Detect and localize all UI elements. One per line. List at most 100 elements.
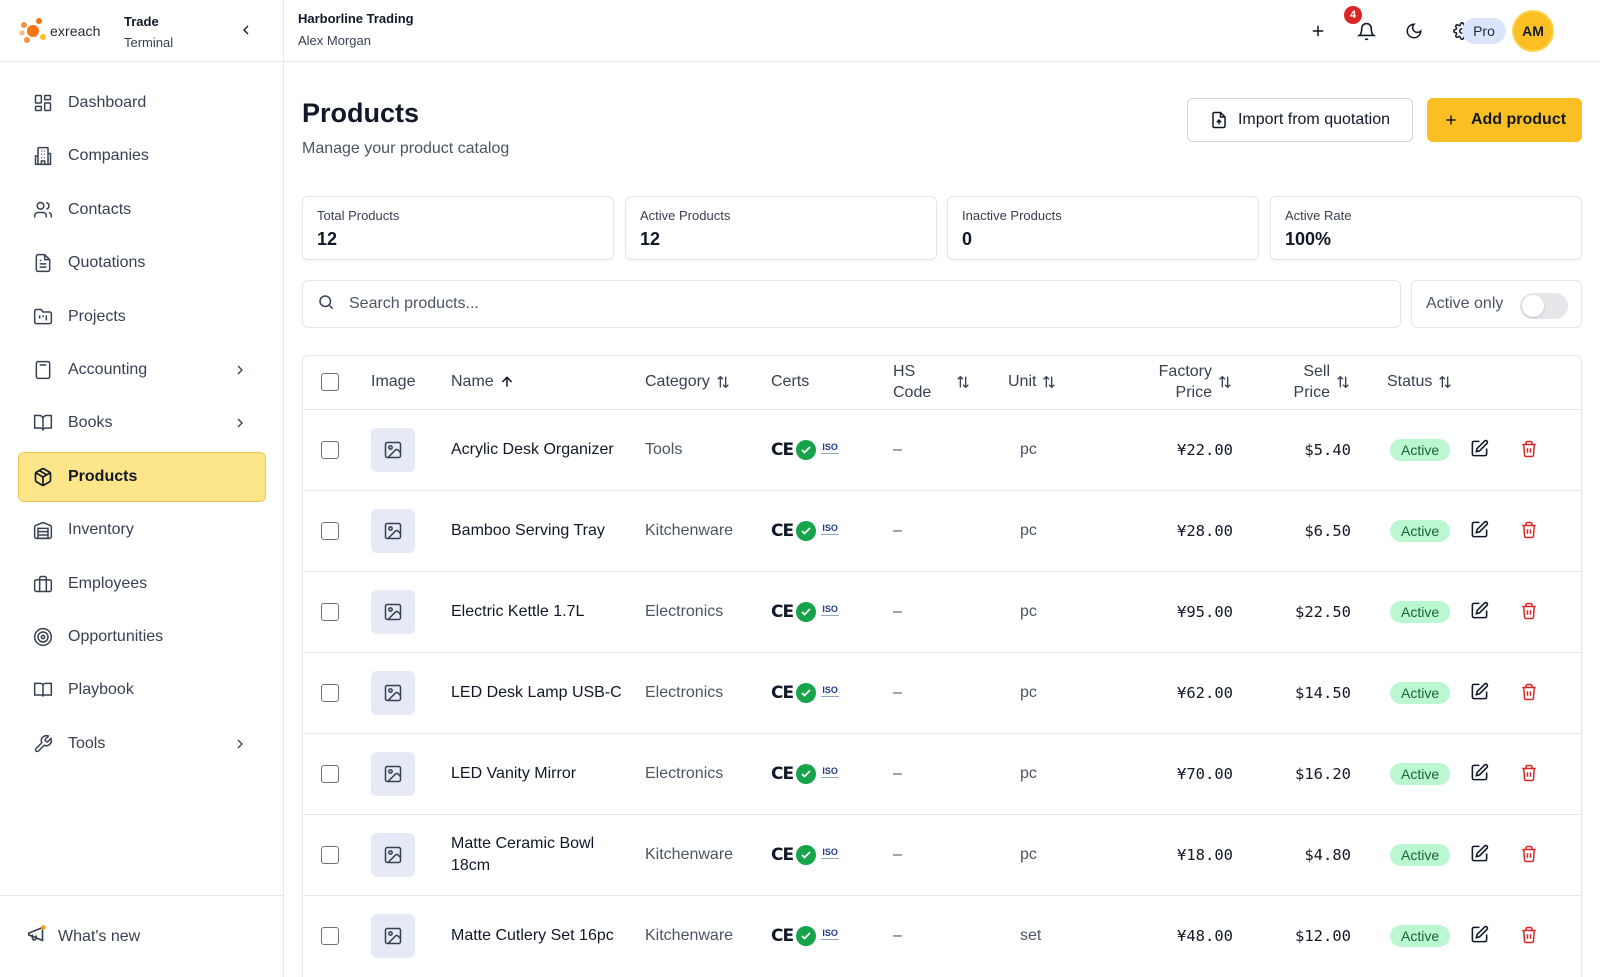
- brand-subtitle: Terminal: [124, 35, 174, 50]
- column-header-certs: Certs: [771, 373, 810, 391]
- sidebar-item-inventory[interactable]: Inventory: [18, 505, 266, 555]
- sidebar-item-dashboard[interactable]: Dashboard: [18, 78, 266, 128]
- edit-button[interactable]: [1467, 517, 1491, 541]
- product-hs-code: –: [893, 845, 902, 863]
- sort-icon: [955, 374, 971, 390]
- sidebar-item-projects[interactable]: Projects: [18, 292, 266, 342]
- edit-button[interactable]: [1467, 760, 1491, 784]
- sidebar-item-contacts[interactable]: Contacts: [18, 185, 266, 235]
- sidebar-item-quotations[interactable]: Quotations: [18, 238, 266, 288]
- delete-button[interactable]: [1517, 599, 1541, 623]
- sidebar-item-opportunities[interactable]: Opportunities: [18, 612, 266, 662]
- stat-card-active-rate: Active Rate 100%: [1270, 196, 1582, 260]
- row-checkbox[interactable]: [321, 440, 339, 459]
- search-input[interactable]: [349, 295, 1349, 313]
- edit-button[interactable]: [1467, 841, 1491, 865]
- row-checkbox[interactable]: [321, 521, 339, 540]
- sidebar-item-products[interactable]: Products: [18, 451, 266, 502]
- row-checkbox[interactable]: [321, 926, 339, 945]
- ce-mark: CE: [771, 844, 794, 865]
- certified-check-icon: [796, 844, 817, 865]
- column-header-status[interactable]: Status: [1351, 373, 1467, 391]
- image-icon: [384, 441, 402, 458]
- company-name: Harborline Trading: [298, 11, 414, 26]
- collapse-sidebar-button[interactable]: [236, 20, 256, 40]
- stat-label: Active Products: [640, 208, 731, 223]
- edit-button[interactable]: [1467, 923, 1491, 947]
- column-header-sell-price[interactable]: Sell Price: [1233, 361, 1351, 403]
- product-sell-price: $6.50: [1304, 521, 1351, 540]
- edit-icon: [1471, 682, 1488, 700]
- row-checkbox[interactable]: [321, 845, 339, 864]
- status-badge: Active: [1390, 924, 1451, 947]
- iso-mark: ISO: [822, 523, 838, 533]
- delete-button[interactable]: [1517, 680, 1541, 704]
- notifications-button[interactable]: [1354, 19, 1378, 43]
- certifications: CE ISO: [771, 925, 893, 946]
- column-header-hs-code[interactable]: HS Code: [893, 361, 1008, 403]
- avatar[interactable]: AM: [1512, 10, 1554, 52]
- sidebar: exreach Trade Terminal Dashboard Compani…: [0, 0, 284, 977]
- sidebar-item-books[interactable]: Books: [18, 398, 266, 448]
- edit-button[interactable]: [1467, 679, 1491, 703]
- column-header-factory-price[interactable]: Factory Price: [1128, 361, 1233, 403]
- column-header-unit[interactable]: Unit: [1008, 373, 1128, 391]
- ce-mark: CE: [771, 520, 794, 541]
- file-upload-icon: [1210, 111, 1228, 129]
- select-all-checkbox[interactable]: [321, 373, 339, 392]
- moon-icon: [1406, 23, 1422, 39]
- column-header-name[interactable]: Name: [451, 373, 645, 391]
- row-checkbox[interactable]: [321, 764, 339, 783]
- delete-button[interactable]: [1517, 518, 1541, 542]
- row-checkbox[interactable]: [321, 602, 339, 621]
- status-badge: Active: [1390, 681, 1451, 704]
- import-from-quotation-button[interactable]: Import from quotation: [1187, 98, 1413, 142]
- sort-icon: [1437, 374, 1453, 390]
- certifications: CE ISO: [771, 844, 893, 865]
- product-sell-price: $4.80: [1304, 845, 1351, 864]
- sidebar-item-playbook[interactable]: Playbook: [18, 665, 266, 715]
- row-checkbox[interactable]: [321, 683, 339, 702]
- iso-badge-icon: ISO: [819, 926, 841, 946]
- certified-check-icon: [796, 763, 817, 784]
- table-row: Electric Kettle 1.7L Electronics CE ISO …: [303, 571, 1581, 652]
- active-only-toggle[interactable]: [1520, 293, 1568, 319]
- stat-card-inactive-products: Inactive Products 0: [947, 196, 1259, 260]
- stat-card-active-products: Active Products 12: [625, 196, 937, 260]
- column-label: Factory Price: [1158, 363, 1212, 402]
- edit-icon: [1471, 763, 1488, 781]
- ce-mark: CE: [771, 682, 794, 703]
- quick-add-button[interactable]: [1306, 19, 1330, 43]
- product-hs-code: –: [893, 602, 902, 620]
- target-icon: [32, 626, 54, 648]
- column-header-category[interactable]: Category: [645, 373, 771, 391]
- delete-button[interactable]: [1517, 437, 1541, 461]
- product-image-placeholder: [371, 751, 415, 796]
- delete-button[interactable]: [1517, 842, 1541, 866]
- notifications-count-badge: 4: [1344, 6, 1362, 24]
- delete-button[interactable]: [1517, 761, 1541, 785]
- sidebar-item-employees[interactable]: Employees: [18, 559, 266, 609]
- product-name: LED Desk Lamp USB-C: [451, 683, 622, 701]
- sidebar-item-companies[interactable]: Companies: [18, 131, 266, 181]
- product-sell-price: $22.50: [1295, 602, 1351, 621]
- sidebar-item-accounting[interactable]: Accounting: [18, 345, 266, 395]
- sidebar-item-tools[interactable]: Tools: [18, 719, 266, 769]
- delete-button[interactable]: [1517, 923, 1541, 947]
- add-product-button[interactable]: Add product: [1427, 98, 1582, 142]
- sort-icon: [1335, 374, 1351, 390]
- theme-toggle-button[interactable]: [1402, 19, 1426, 43]
- plan-badge[interactable]: Pro: [1462, 18, 1506, 44]
- plus-icon: [1312, 25, 1324, 37]
- sidebar-item-label: Accounting: [68, 360, 148, 378]
- product-name: LED Vanity Mirror: [451, 764, 577, 782]
- product-category: Kitchenware: [645, 926, 734, 944]
- edit-button[interactable]: [1467, 598, 1491, 622]
- product-factory-price: ¥70.00: [1177, 764, 1233, 783]
- edit-button[interactable]: [1467, 436, 1491, 460]
- status-badge: Active: [1390, 762, 1451, 785]
- certifications: CE ISO: [771, 601, 893, 622]
- brand-header: exreach Trade Terminal: [0, 0, 283, 62]
- product-factory-price: ¥18.00: [1177, 845, 1233, 864]
- whats-new-button[interactable]: What's new: [0, 895, 283, 977]
